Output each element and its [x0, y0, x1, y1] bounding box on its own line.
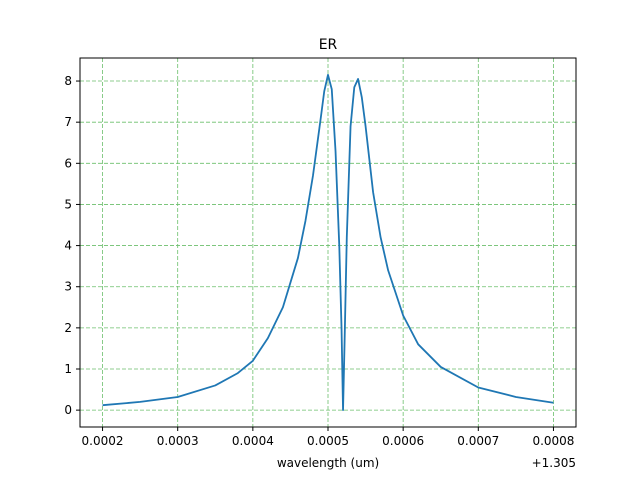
- chart-title: ER: [319, 37, 338, 53]
- x-tick-label: 0.0006: [382, 434, 424, 448]
- x-tick-label: 0.0007: [457, 434, 499, 448]
- y-axis: 0 1 2 3 4 5 6 7 8: [64, 74, 80, 417]
- x-tick-label: 0.0005: [307, 434, 349, 448]
- x-tick-label: 0.0003: [157, 434, 199, 448]
- series-layer: [102, 73, 554, 412]
- x-axis: 0.0002 0.0003 0.0004 0.0005 0.0006 0.0007 0.00…: [82, 427, 574, 448]
- y-tick-label: 0: [64, 403, 72, 417]
- y-tick-label: 8: [64, 74, 72, 88]
- y-tick-label: 2: [64, 321, 72, 335]
- x-axis-label: wavelength (um): [277, 456, 379, 470]
- grid-lines: [80, 58, 576, 427]
- x-tick-label: 0.0002: [82, 434, 124, 448]
- x-tick-label: 0.0008: [532, 434, 574, 448]
- y-tick-label: 6: [64, 156, 72, 170]
- x-tick-label: 0.0004: [232, 434, 274, 448]
- series-line: [102, 73, 554, 412]
- y-tick-label: 4: [64, 239, 72, 253]
- y-tick-label: 5: [64, 197, 72, 211]
- x-axis-offset-label: +1.305: [532, 456, 576, 470]
- y-tick-label: 7: [64, 115, 72, 129]
- y-tick-label: 3: [64, 280, 72, 294]
- y-tick-label: 1: [64, 362, 72, 376]
